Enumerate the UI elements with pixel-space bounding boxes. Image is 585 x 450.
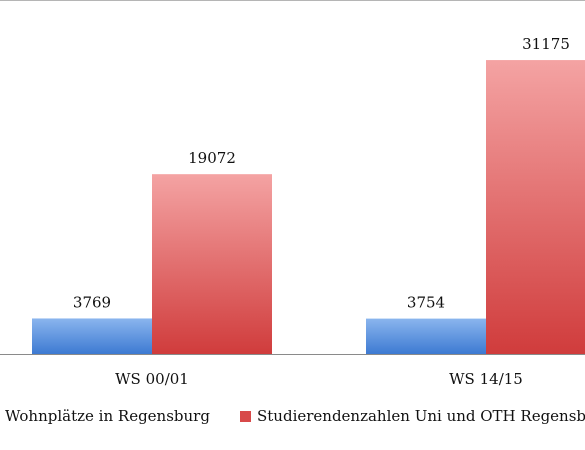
data-label-1-2: 3754 [407, 294, 445, 312]
data-label-2-1: 19072 [188, 149, 236, 167]
legend-item-series-1: Wohnplätze in Regensburg [0, 407, 210, 425]
x-tick-label-1: WS 00/01 [115, 370, 189, 388]
legend-label-series-2: Studierendenzahlen Uni und OTH Regensbur… [257, 407, 585, 425]
data-label-2-2: 31175 [522, 35, 570, 53]
bars-group [32, 60, 585, 355]
data-label-1-1: 3769 [73, 293, 111, 311]
bar-2-1 [152, 174, 272, 354]
labels-group: 3769 19072 WS 00/01 3754 31175 WS 14/15 [73, 35, 570, 388]
bar-chart: 3769 19072 WS 00/01 3754 31175 WS 14/15 [0, 0, 585, 388]
bar-1-2 [366, 318, 486, 354]
bar-2-2 [486, 60, 585, 355]
legend-item-series-2: Studierendenzahlen Uni und OTH Regensbur… [240, 407, 585, 425]
legend: Wohnplätze in Regensburg Studierendenzah… [0, 404, 585, 434]
legend-swatch-series-2 [240, 410, 251, 422]
legend-label-series-1: Wohnplätze in Regensburg [5, 407, 210, 425]
x-tick-label-2: WS 14/15 [449, 370, 523, 388]
bar-1-1 [32, 318, 152, 354]
